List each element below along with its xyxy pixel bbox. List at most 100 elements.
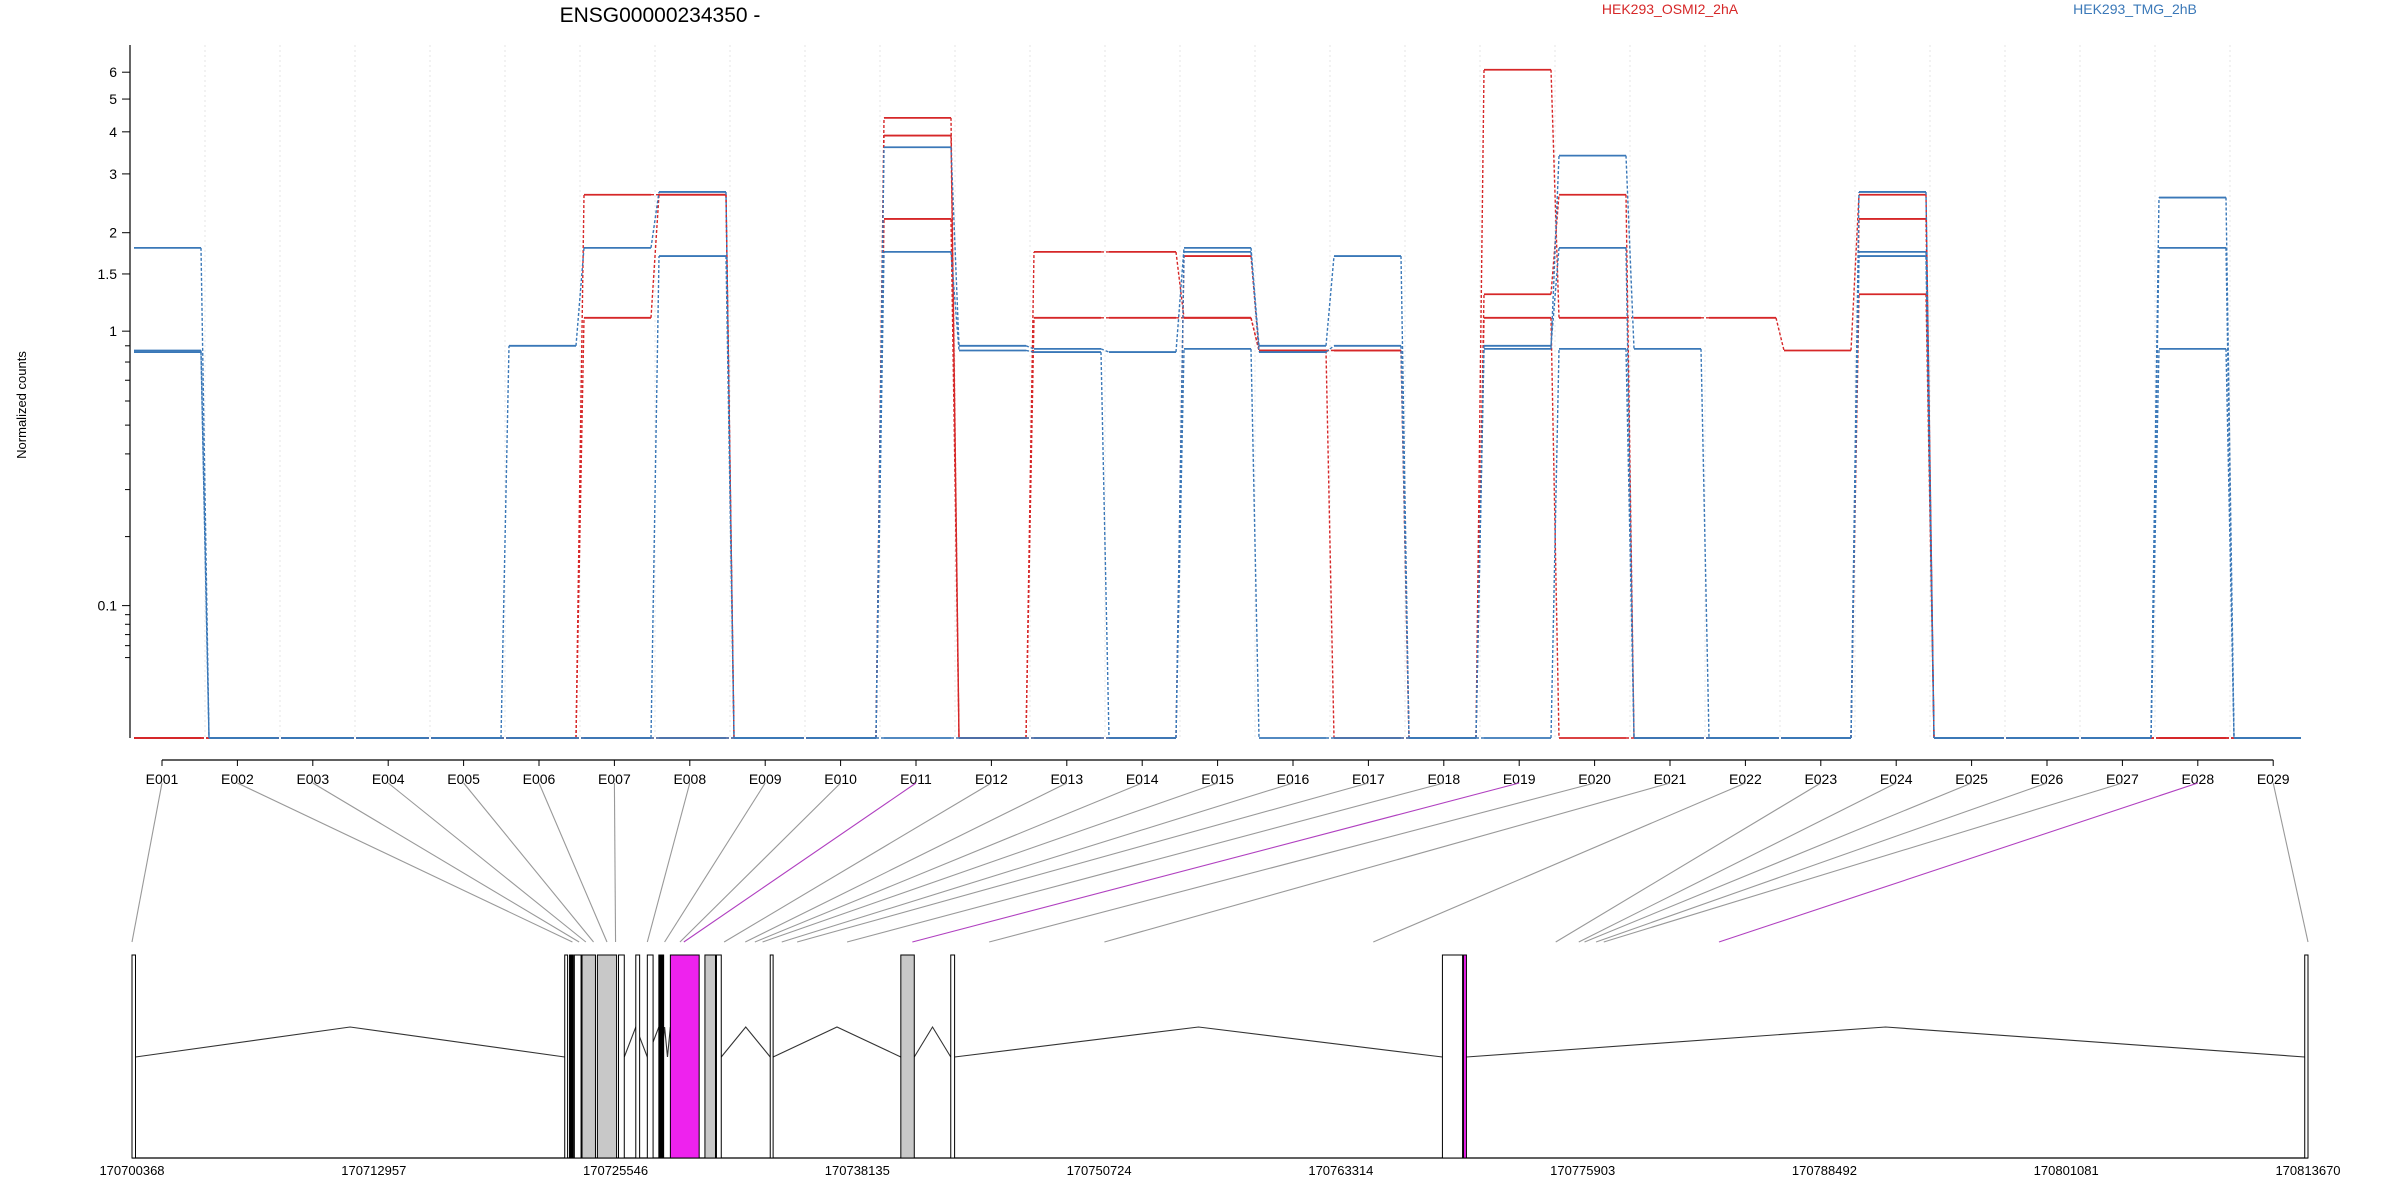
series-transition — [1100, 348, 1110, 353]
exon-connector — [664, 782, 766, 943]
series-transition — [1025, 317, 1035, 739]
exon-connector — [1104, 782, 1671, 943]
x-tick-label: E008 — [673, 771, 706, 787]
series-transition — [1475, 345, 1485, 739]
series-transition — [2225, 348, 2235, 739]
exon-connector — [1603, 782, 2123, 943]
series-transition — [950, 147, 960, 346]
series-transition — [575, 247, 585, 346]
series-transition — [1325, 350, 1335, 739]
exon-box — [635, 954, 641, 1159]
exon-connector — [762, 782, 1218, 943]
series-transition — [725, 256, 735, 739]
exon-box — [564, 954, 569, 1159]
x-tick-label: E019 — [1503, 771, 1536, 787]
series-transition — [2150, 348, 2160, 739]
chart-title: ENSG00000234350 - — [560, 4, 761, 27]
series-transition — [650, 194, 660, 318]
series-transition — [950, 251, 960, 351]
series-transition — [875, 251, 885, 739]
exon-connector — [2272, 782, 2309, 943]
x-tick-label: E021 — [1654, 771, 1687, 787]
series-HEK293_OSMI2_2hA — [134, 134, 2301, 739]
exon-connector — [613, 782, 617, 943]
genomic-tick-label: 170813670 — [2275, 1163, 2340, 1178]
exon-connector — [745, 782, 1068, 943]
y-tick-label: 6 — [109, 64, 117, 80]
exon-connector — [463, 782, 594, 943]
series-transition — [1175, 247, 1185, 353]
exon-connector — [679, 782, 841, 943]
series-lines — [134, 68, 2301, 739]
exon-box — [618, 954, 625, 1159]
exon-connector — [754, 782, 1143, 943]
y-tick-label: 5 — [109, 91, 117, 107]
genomic-tick-label: 170801081 — [2034, 1163, 2099, 1178]
exon-box — [573, 954, 582, 1159]
series-HEK293_OSMI2_2hA — [134, 68, 2301, 739]
exon-connector — [1555, 782, 1822, 943]
series-transition — [1250, 317, 1260, 351]
exon-connector — [237, 782, 573, 943]
series-transition — [1850, 256, 1860, 739]
x-tick-label: E007 — [598, 771, 631, 787]
y-axis-label: Normalized counts — [14, 351, 29, 459]
series-transition — [1325, 345, 1335, 353]
grid-lines — [204, 45, 2231, 738]
series-transition — [1550, 194, 1560, 295]
genomic-tick-label: 170700368 — [99, 1163, 164, 1178]
exon-box — [900, 954, 915, 1159]
x-tick-label: E020 — [1578, 771, 1611, 787]
exon-connector — [912, 782, 1520, 943]
genomic-tick-label: 170763314 — [1308, 1163, 1373, 1178]
exon-box — [669, 954, 700, 1159]
y-tick-label: 3 — [109, 166, 117, 182]
x-tick-label: E024 — [1880, 771, 1913, 787]
series-transition — [1700, 348, 1710, 739]
x-tick-label: E016 — [1277, 771, 1310, 787]
exon-box — [769, 954, 774, 1159]
genomic-tick-label: 170712957 — [341, 1163, 406, 1178]
exon-connector — [646, 782, 691, 943]
x-tick-label: E028 — [2181, 771, 2214, 787]
intron — [772, 1026, 902, 1058]
legend-label-osmi2: HEK293_OSMI2_2hA — [1602, 1, 1739, 17]
intron — [720, 1026, 771, 1058]
series-transition — [1775, 317, 1785, 351]
series-transition — [1100, 352, 1110, 739]
exon-connector — [1718, 782, 2198, 943]
series-transition — [1925, 256, 1935, 739]
series-HEK293_TMG_2hB — [134, 246, 2301, 739]
exon-connector — [1584, 782, 1972, 943]
x-tick-label: E006 — [523, 771, 556, 787]
exon-connector — [723, 782, 992, 943]
series-HEK293_OSMI2_2hA — [134, 218, 2301, 739]
exon-connectors — [131, 782, 2309, 943]
series-transition — [200, 352, 210, 739]
x-tick-label: E011 — [900, 771, 932, 787]
series-transition — [1550, 69, 1560, 318]
y-tick-label: 1.5 — [98, 266, 118, 282]
exon-connector — [796, 782, 1369, 943]
series-transition — [1625, 247, 1635, 739]
intron — [1466, 1026, 2305, 1058]
exon-connector — [1595, 782, 2048, 943]
x-tick-label: E010 — [824, 771, 857, 787]
exon-box — [569, 954, 574, 1159]
x-tick-label: E018 — [1427, 771, 1460, 787]
x-tick-label: E009 — [749, 771, 782, 787]
x-tick-label: E017 — [1352, 771, 1385, 787]
exon-connector — [1578, 782, 1897, 943]
intron — [954, 1026, 1443, 1058]
y-tick-label: 2 — [109, 225, 117, 241]
x-tick-label: E001 — [146, 771, 179, 787]
exon-box — [2304, 954, 2309, 1159]
series-HEK293_TMG_2hB — [134, 255, 2301, 739]
series-transition — [1625, 155, 1635, 349]
x-tick-label: E029 — [2257, 771, 2290, 787]
exon-connector — [131, 782, 163, 943]
exon-connector — [781, 782, 1294, 943]
exon-connector — [989, 782, 1595, 943]
intron — [135, 1026, 565, 1058]
